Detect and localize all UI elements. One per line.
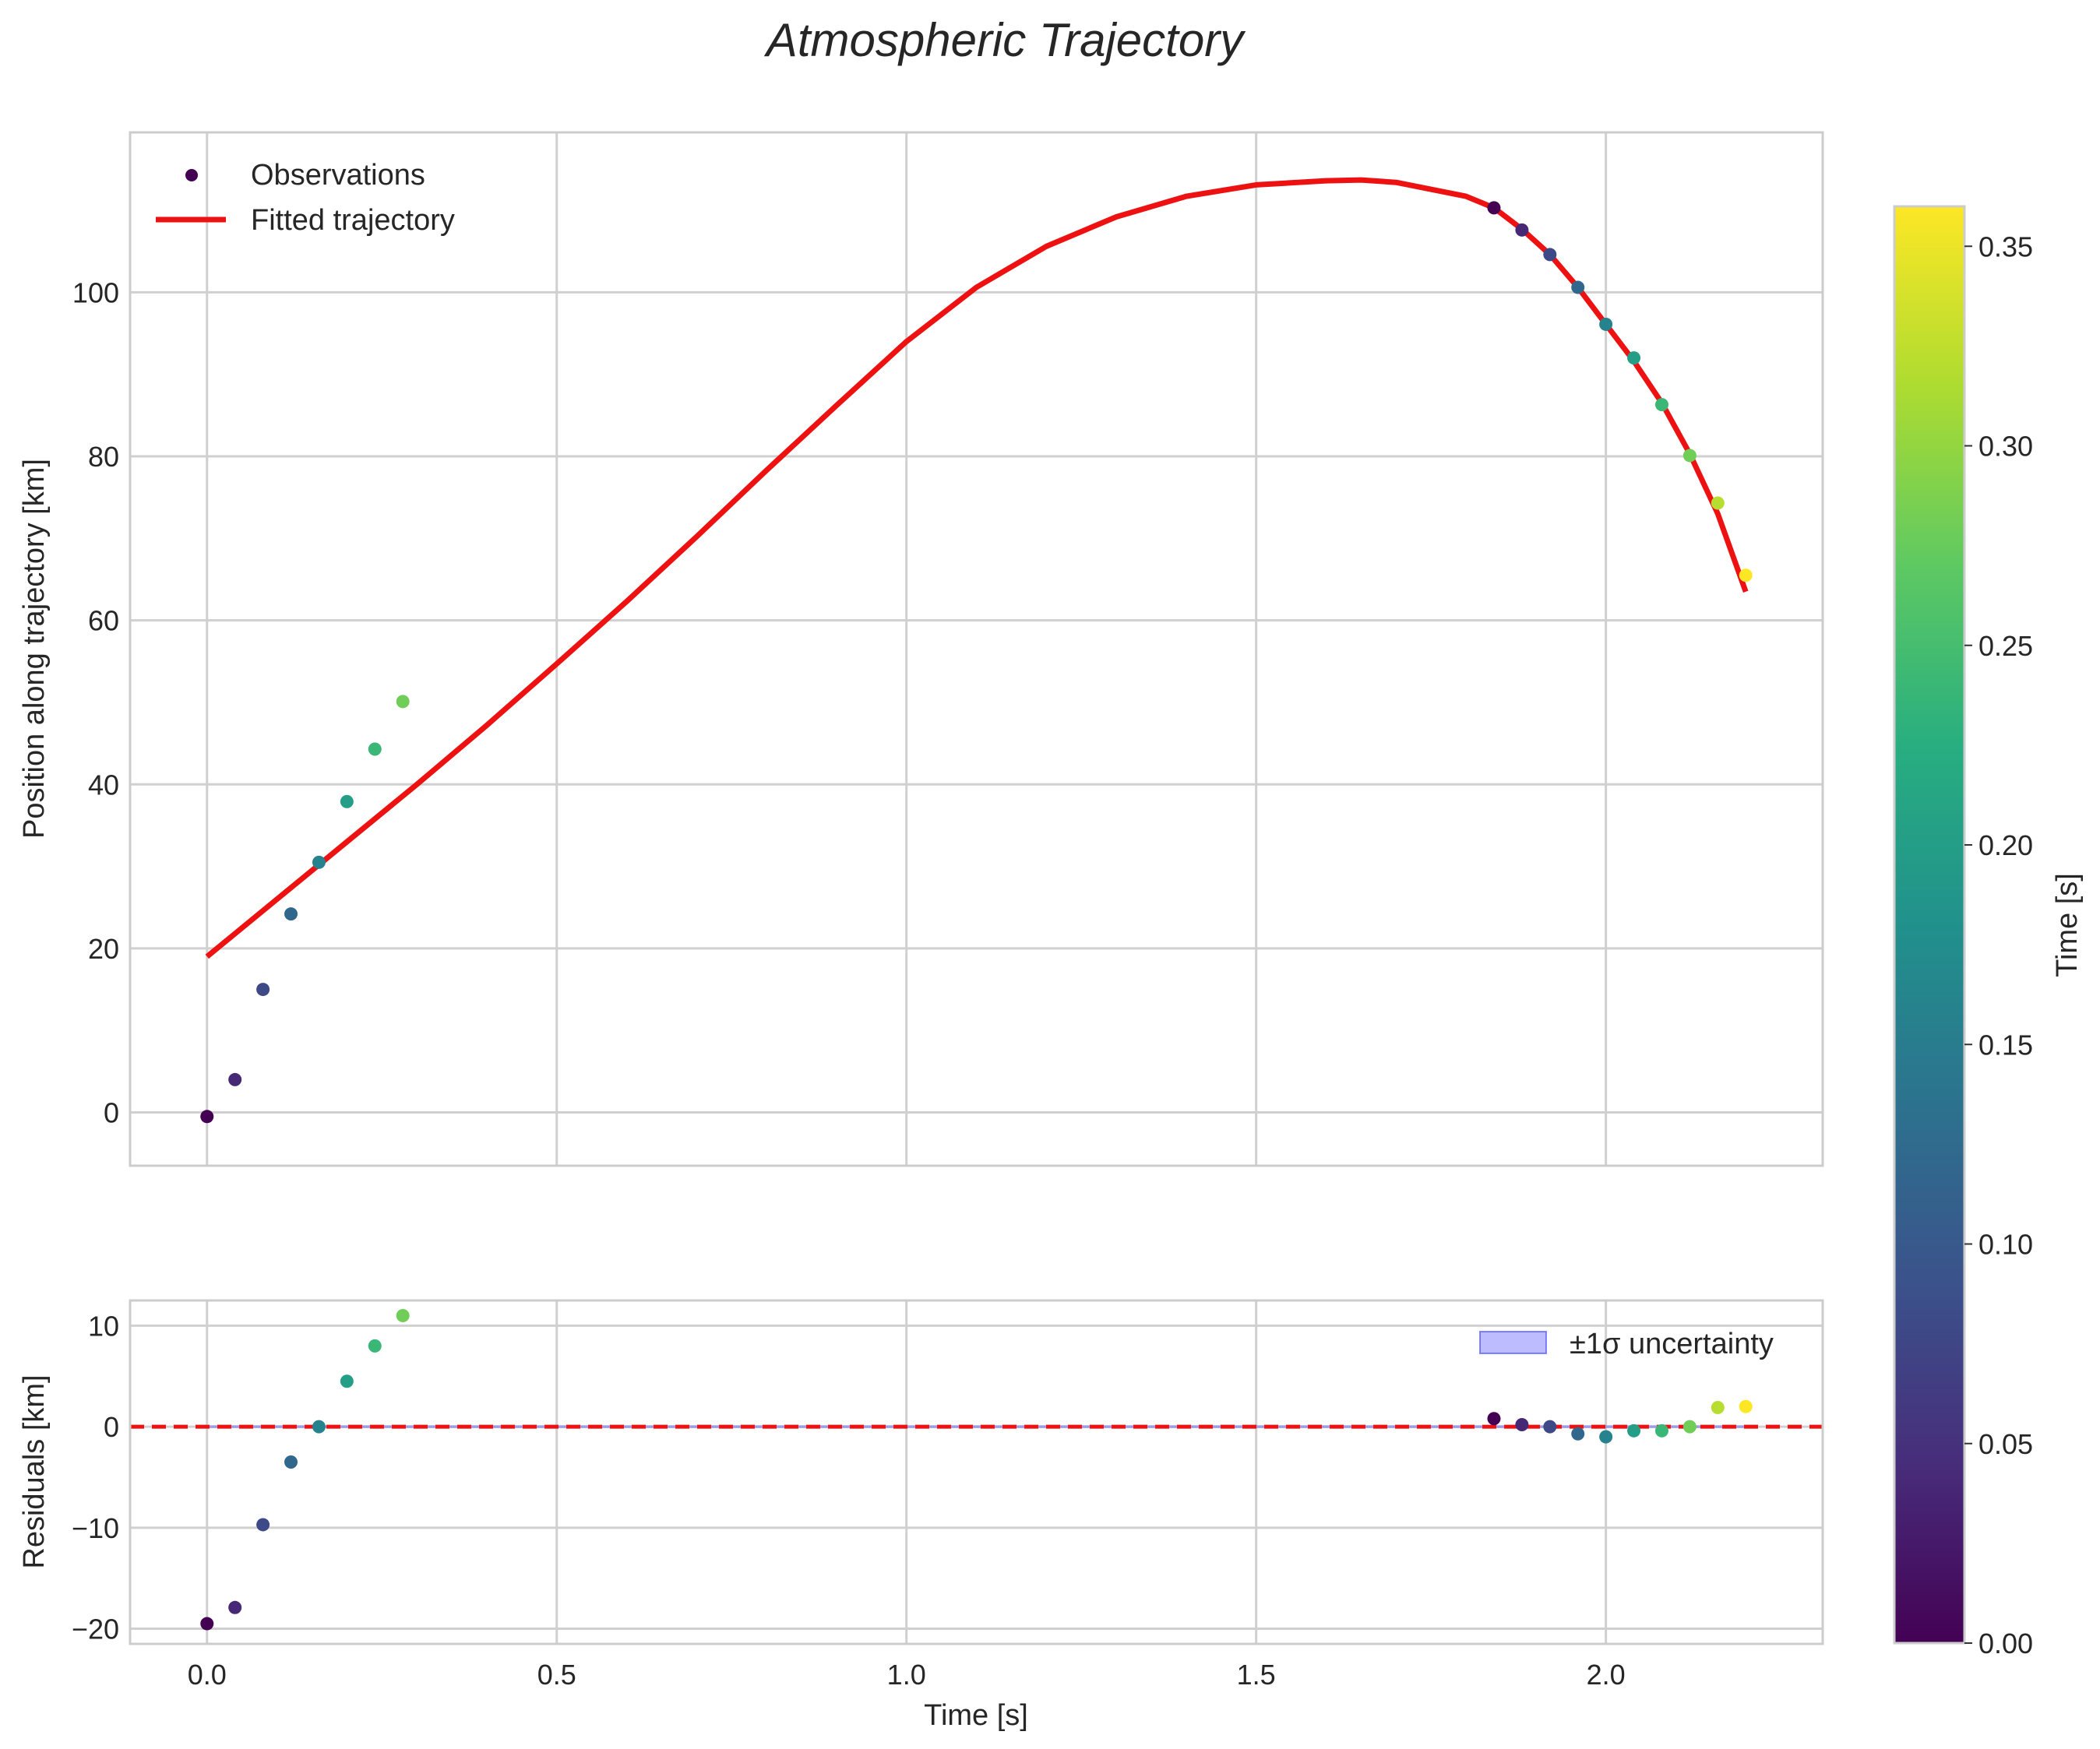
residual-point-3 [284,1455,298,1469]
bottom-y-axis-label: Residuals [km] [18,1374,51,1568]
top-ytick-label-0: 0 [104,1097,119,1129]
uncertainty-band [206,1425,1746,1429]
top-ytick-label-4: 80 [88,441,119,473]
legend-observations-label: Observations [251,159,425,192]
colorbar-tick-label-2: 0.10 [1978,1229,2033,1261]
chart-title: Atmospheric Trajectory [764,14,1246,66]
top-y-axis-label: Position along trajectory [km] [18,459,51,839]
residual-point-2 [256,1518,270,1532]
x-tick-labels: 0.0 0.5 1.0 1.5 2.0 [188,1659,1626,1691]
bottom-ytick-label-3: −20 [72,1614,119,1645]
observation-point-5 [340,794,354,808]
top-ytick-label-3: 60 [88,605,119,637]
observation-point-6 [368,742,382,756]
colorbar-tick-label-0: 0.00 [1978,1628,2033,1659]
residual-point-13 [1627,1423,1641,1438]
xtick-label-4: 2.0 [1587,1659,1626,1691]
observation-point-7 [396,695,410,709]
bottom-ytick-label-0: 10 [88,1310,119,1342]
x-axis-label: Time [s] [924,1699,1028,1732]
observation-point-2 [256,983,270,997]
residual-points [200,1308,1753,1631]
bottom-ytick-label-2: −10 [72,1512,119,1544]
residual-point-8 [1487,1412,1501,1426]
legend-uncertainty-swatch [1479,1331,1547,1354]
residual-point-9 [1515,1418,1529,1432]
residual-point-6 [368,1339,382,1353]
residual-point-17 [1739,1399,1753,1413]
observation-point-9 [1515,223,1529,237]
bottom-axes-frame [129,1299,1824,1645]
xtick-label-3: 1.5 [1237,1659,1276,1691]
bottom-y-tick-labels: 10 0 −10 −20 [72,1310,119,1645]
residual-point-4 [312,1420,326,1434]
observation-point-16 [1711,496,1725,510]
colorbar-ticks: 0.00 0.05 0.10 0.15 0.20 0.25 0.30 0.35 [1964,231,2033,1659]
observation-point-10 [1543,248,1557,262]
observation-points [200,201,1753,1124]
residual-point-15 [1682,1420,1697,1434]
observation-point-8 [1487,201,1501,215]
top-ytick-label-5: 100 [72,276,119,308]
observation-point-11 [1571,280,1585,294]
residual-point-0 [200,1617,214,1631]
colorbar-tick-label-3: 0.15 [1978,1029,2033,1061]
observation-point-0 [200,1110,214,1124]
observation-point-14 [1654,398,1668,412]
top-ytick-label-1: 20 [88,933,119,965]
residuals-panel: 10 0 −10 −20 0.0 0.5 1.0 1.5 2.0 Residuals [km]… [18,1299,1824,1732]
trajectory-panel: 0 20 40 60 80 100 Position along trajectory [… [18,131,1824,1167]
colorbar-gradient [1893,205,1966,1645]
colorbar-label: Time [s] [2051,873,2084,977]
colorbar-tick-label-1: 0.05 [1978,1428,2033,1460]
residual-point-14 [1654,1423,1668,1438]
bottom-grid [130,1300,1823,1644]
xtick-label-2: 1.0 [887,1659,926,1691]
colorbar-tick-label-7: 0.35 [1978,231,2033,262]
xtick-label-0: 0.0 [188,1659,227,1691]
observation-point-12 [1599,317,1613,331]
top-y-tick-labels: 0 20 40 60 80 100 [72,276,119,1128]
observation-point-3 [284,907,298,921]
top-legend: Observations Fitted trajectory [156,159,455,237]
residual-point-7 [396,1308,410,1322]
colorbar-tick-label-4: 0.20 [1978,829,2033,861]
legend-uncertainty-label: ±1σ uncertainty [1570,1328,1774,1360]
fitted-trajectory-line [205,177,1749,959]
legend-observations-marker [185,169,198,181]
xtick-label-1: 0.5 [537,1659,576,1691]
colorbar-tick-label-6: 0.30 [1978,431,2033,463]
residual-point-16 [1711,1400,1725,1414]
residual-point-10 [1543,1420,1557,1434]
top-ytick-label-2: 40 [88,769,119,801]
observation-point-13 [1627,351,1641,365]
residual-point-11 [1571,1427,1585,1441]
observation-point-4 [312,855,326,869]
observation-point-15 [1682,449,1697,463]
top-grid [130,132,1823,1166]
top-axes-frame [129,131,1824,1167]
colorbar-tick-label-5: 0.25 [1978,630,2033,662]
observation-point-1 [228,1072,242,1086]
residual-point-5 [340,1374,354,1388]
bottom-ytick-label-1: 0 [104,1411,119,1443]
bottom-legend: ±1σ uncertainty [1479,1328,1774,1360]
residual-point-1 [228,1600,242,1614]
legend-fit-label: Fitted trajectory [251,204,455,237]
colorbar: 0.00 0.05 0.10 0.15 0.20 0.25 0.30 0.35 Time [s… [1893,205,2084,1659]
observation-point-17 [1739,568,1753,582]
residual-point-12 [1599,1430,1613,1444]
